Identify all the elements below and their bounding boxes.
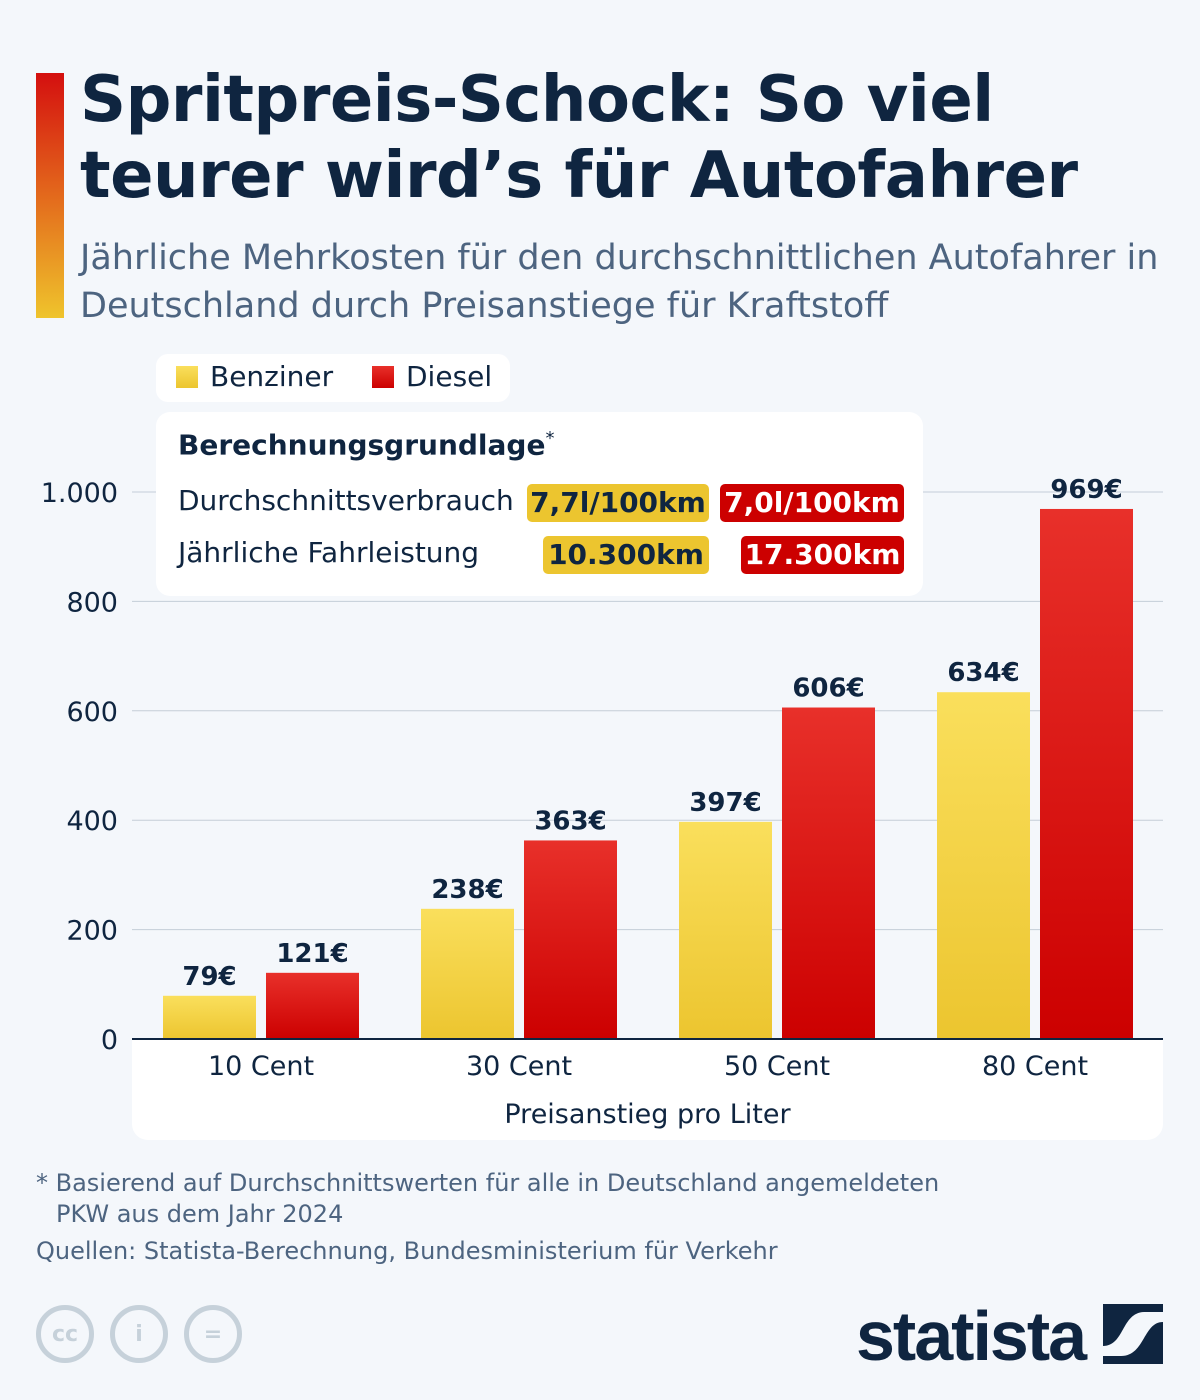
attribution-icon[interactable]: i [110,1305,168,1363]
x-axis-panel [132,1039,1163,1140]
bar-benziner [163,995,256,1039]
diesel-mileage-badge: 17.300km [741,536,904,574]
cc-license-icon[interactable]: cc [36,1305,94,1363]
data-label: 79€ [182,962,236,992]
y-tick-label: 400 [66,806,118,837]
data-label: 634€ [947,658,1019,688]
footnote-cont: PKW aus dem Jahr 2024 [56,1200,344,1228]
no-derivatives-icon[interactable]: = [184,1305,242,1363]
data-label: 363€ [534,806,606,836]
benzin-consumption-badge: 7,7l/100km [527,484,709,522]
bar-diesel [1040,508,1133,1039]
statista-logo-icon [1103,1304,1163,1364]
bar-benziner [421,908,514,1039]
sources: Quellen: Statista-Berechnung, Bundesmini… [36,1237,778,1265]
logo-text: statista [856,1297,1087,1375]
x-tick-label: 30 Cent [466,1051,572,1082]
bar-benziner [937,692,1030,1039]
y-tick-label: 0 [101,1025,118,1056]
legend: Benziner Diesel [156,354,510,402]
info-row-label: Jährliche Fahrleistung [178,536,480,569]
footnote: * Basierend auf Durchschnittswerten für … [36,1169,940,1197]
asterisk: * [545,428,555,449]
benzin-mileage-badge: 10.300km [543,536,709,574]
data-label: 397€ [689,788,761,818]
x-tick-label: 10 Cent [208,1051,314,1082]
title-accent-bar [36,73,64,318]
bar-diesel [266,972,359,1039]
info-row-label: Durchschnittsverbrauch [178,484,514,517]
chart-subtitle: Jährliche Mehrkosten für den durchschnit… [80,238,1159,326]
legend-label: Diesel [406,360,493,393]
bar-diesel [524,840,617,1039]
legend-swatch-benziner [176,365,198,388]
calculation-basis-box: Berechnungsgrundlage* Durchschnittsverbr… [156,412,923,596]
data-label: 969€ [1050,475,1122,505]
data-label: 121€ [276,939,348,969]
legend-item-benziner: Benziner [176,360,333,393]
chart-title: Spritpreis-Schock: So viel teurer wird’s… [80,63,1078,213]
info-heading: Berechnungsgrundlage* [178,428,554,461]
x-axis-title: Preisanstieg pro Liter [504,1099,791,1130]
footnotes: * Basierend auf Durchschnittswerten für … [36,1168,939,1267]
y-tick-label: 1.000 [41,478,118,509]
data-label: 238€ [431,875,503,905]
y-tick-label: 800 [66,587,118,618]
info-heading-text: Berechnungsgrundlage [178,428,546,462]
y-tick-label: 600 [66,697,118,728]
bar-benziner [679,821,772,1039]
x-tick-label: 50 Cent [724,1051,830,1082]
statista-logo[interactable]: statista [856,1296,1087,1376]
legend-item-diesel: Diesel [372,360,492,393]
legend-swatch-diesel [372,365,394,388]
bar-diesel [782,707,875,1039]
legend-label: Benziner [210,360,334,393]
diesel-consumption-badge: 7,0l/100km [720,484,904,522]
data-label: 606€ [792,674,864,704]
y-tick-label: 200 [66,916,118,947]
x-tick-label: 80 Cent [982,1051,1088,1082]
